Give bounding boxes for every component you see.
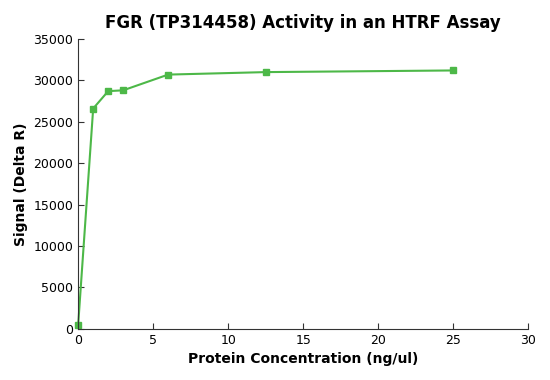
X-axis label: Protein Concentration (ng/ul): Protein Concentration (ng/ul) <box>188 352 419 366</box>
Title: FGR (TP314458) Activity in an HTRF Assay: FGR (TP314458) Activity in an HTRF Assay <box>105 14 501 32</box>
Y-axis label: Signal (Delta R): Signal (Delta R) <box>14 122 28 245</box>
